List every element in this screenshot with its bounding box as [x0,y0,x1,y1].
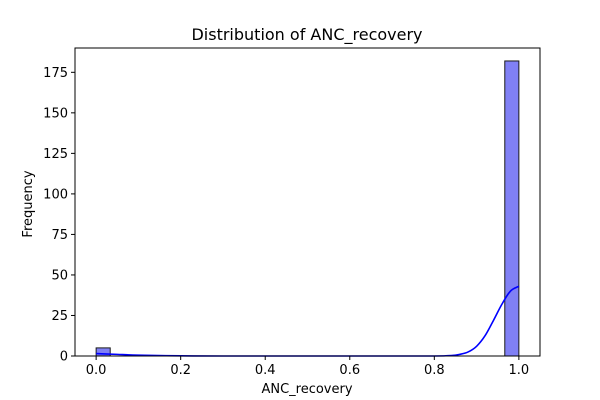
x-tick-label-0: 0.0 [86,363,107,378]
y-tick-label-5: 125 [43,147,68,162]
x-tick-label-1: 0.2 [170,363,191,378]
plot-frame [74,47,541,357]
x-tick-label-2: 0.4 [255,363,276,378]
y-tick-label-2: 50 [51,268,68,283]
y-tick-label-7: 175 [43,66,68,81]
x-tick-label-4: 0.8 [424,363,445,378]
x-axis-label: ANC_recovery [261,382,352,397]
histogram-bar-1 [504,60,520,357]
y-tick-label-3: 75 [51,228,68,243]
y-tick-label-0: 0 [60,350,68,365]
y-tick-label-1: 25 [51,309,68,324]
kde-curve [96,285,520,357]
y-tick-label-4: 100 [43,187,68,202]
chart-title: Distribution of ANC_recovery [191,25,422,45]
plot-area: 0.0 0.2 0.4 0.6 0.8 1.0 0 25 50 75 100 125 150 175 [43,47,541,378]
y-tick-label-6: 150 [43,106,68,121]
x-tick-label-3: 0.6 [339,363,360,378]
x-tick-label-5: 1.0 [509,363,530,378]
y-axis-label: Frequency [21,170,36,237]
